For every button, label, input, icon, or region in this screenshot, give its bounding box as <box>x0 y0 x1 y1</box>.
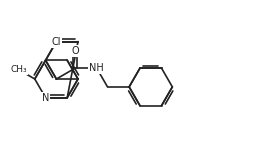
Text: NH: NH <box>89 63 104 73</box>
Text: Cl: Cl <box>52 37 61 47</box>
Text: CH₃: CH₃ <box>11 65 27 74</box>
Text: N: N <box>42 93 49 103</box>
Text: O: O <box>71 46 79 56</box>
